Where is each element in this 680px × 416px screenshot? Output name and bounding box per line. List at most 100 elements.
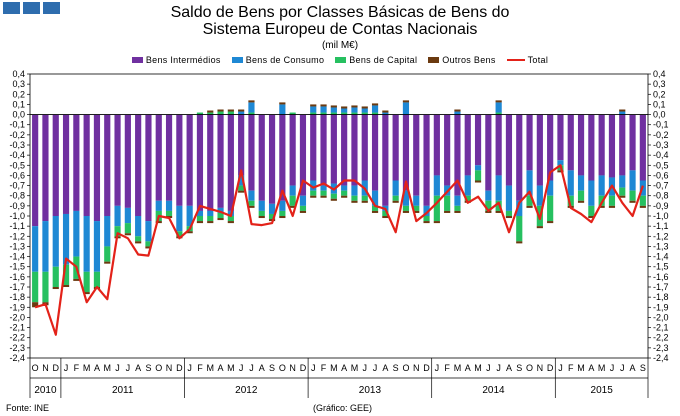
x-tick-label: J	[435, 363, 440, 373]
bar-bens-consumo-pos	[310, 106, 317, 113]
bar-bens-capital	[526, 195, 533, 206]
x-tick-label: F	[568, 363, 574, 373]
bar-outros-bens-pos	[351, 105, 358, 108]
bar-bens-intermedios	[433, 114, 440, 176]
y-tick-label-right: -2,4	[653, 353, 669, 363]
chart-title-line2: Sistema Europeu de Contas Nacionais	[202, 21, 478, 38]
bar-bens-consumo-pos	[454, 111, 461, 115]
legend-label-consumo: Bens de Consumo	[245, 55, 325, 65]
bar-bens-consumo	[32, 226, 39, 272]
bar-bens-consumo	[73, 210, 80, 257]
bar-bens-capital	[42, 271, 49, 303]
bar-outros-bens	[155, 221, 162, 224]
x-tick-label: F	[444, 363, 450, 373]
x-tick-label: F	[74, 363, 80, 373]
x-tick-label: M	[207, 363, 215, 373]
x-tick-label: O	[32, 363, 39, 373]
y-tick-label-right: -1,0	[653, 211, 669, 221]
legend-swatch-capital	[335, 57, 347, 63]
x-tick-label: D	[423, 363, 430, 373]
x-tick-label: J	[486, 363, 491, 373]
bar-bens-consumo	[83, 216, 90, 272]
bar-bens-consumo	[176, 205, 183, 232]
bar-bens-intermedios	[485, 114, 492, 191]
bar-outros-bens	[310, 195, 317, 198]
x-tick-label: J	[187, 363, 192, 373]
bar-bens-intermedios	[196, 114, 204, 211]
x-tick-label: J	[363, 363, 368, 373]
bar-bens-capital	[124, 223, 131, 234]
bar-bens-intermedios	[413, 114, 420, 196]
bar-bens-capital-pos	[310, 112, 317, 115]
bar-outros-bens	[196, 221, 204, 224]
bar-bens-capital	[577, 190, 585, 201]
bar-outros-bens	[392, 200, 399, 203]
bar-bens-consumo	[495, 175, 502, 201]
bar-bens-intermedios	[124, 114, 131, 208]
y-tick-label-left: -1,7	[9, 282, 25, 292]
bar-bens-consumo	[619, 175, 626, 188]
bar-bens-consumo-pos	[341, 108, 348, 113]
bar-bens-intermedios	[505, 114, 513, 186]
year-label: 2015	[591, 385, 614, 396]
bar-bens-intermedios	[402, 114, 410, 191]
x-tick-label: M	[351, 363, 359, 373]
bar-bens-capital-pos	[196, 112, 204, 115]
bar-bens-intermedios	[289, 114, 296, 186]
bar-bens-capital-pos	[361, 112, 368, 115]
bar-outros-bens	[289, 205, 296, 208]
bar-bens-intermedios	[392, 114, 399, 181]
bar-bens-consumo	[93, 221, 101, 272]
bar-outros-bens-pos	[341, 106, 348, 109]
x-tick-label: A	[341, 363, 347, 373]
bar-outros-bens	[279, 216, 286, 219]
bar-bens-consumo-pos	[248, 102, 255, 113]
bar-bens-capital	[258, 210, 265, 216]
bar-outros-bens	[444, 210, 451, 213]
bar-bens-capital	[32, 271, 39, 303]
bar-bens-intermedios	[155, 114, 162, 201]
y-tick-label-left: -0,4	[9, 150, 25, 160]
legend-label-capital: Bens de Capital	[349, 55, 418, 65]
bar-bens-intermedios	[361, 114, 368, 181]
bar-bens-intermedios	[536, 114, 543, 186]
bar-bens-intermedios	[577, 114, 585, 176]
bar-outros-bens-pos	[402, 100, 410, 103]
bar-outros-bens	[320, 195, 327, 198]
y-tick-label-left: 0,1	[12, 99, 25, 109]
bar-outros-bens-pos	[361, 106, 368, 109]
y-tick-label-left: -2,1	[9, 323, 25, 333]
y-tick-label-left: 0,0	[12, 110, 25, 120]
y-tick-label-left: 0,3	[12, 79, 25, 89]
bar-bens-capital	[474, 170, 482, 181]
bar-bens-capital	[104, 246, 111, 262]
bar-bens-capital	[341, 190, 348, 196]
bar-outros-bens	[402, 210, 410, 213]
bar-bens-intermedios	[310, 114, 317, 181]
y-tick-label-right: -1,7	[653, 282, 669, 292]
bar-bens-capital	[423, 216, 430, 222]
bar-bens-consumo-pos	[402, 102, 410, 115]
bar-outros-bens	[588, 216, 595, 219]
chart-unit: (mil M€)	[321, 40, 359, 51]
y-tick-label-right: -1,5	[653, 262, 669, 272]
y-tick-label-left: -0,3	[9, 140, 25, 150]
footer-credit: (Gráfico: GEE)	[313, 403, 373, 413]
y-tick-label-left: -0,5	[9, 160, 25, 170]
bar-outros-bens	[547, 221, 554, 224]
bar-bens-consumo	[454, 195, 461, 206]
bar-outros-bens	[341, 195, 348, 198]
bar-outros-bens	[186, 231, 193, 234]
x-tick-label: N	[289, 363, 296, 373]
bar-bens-intermedios	[516, 114, 523, 201]
y-tick-label-right: 0,3	[653, 79, 666, 89]
bar-bens-consumo	[557, 160, 564, 166]
bar-bens-capital	[83, 271, 90, 293]
bar-outros-bens	[382, 216, 389, 219]
bar-bens-capital	[433, 195, 440, 222]
bar-bens-capital	[608, 195, 616, 206]
bar-outros-bens	[124, 233, 131, 236]
bar-bens-consumo-pos	[371, 105, 379, 113]
bar-bens-capital-pos	[289, 112, 296, 115]
bar-outros-bens	[526, 205, 533, 208]
